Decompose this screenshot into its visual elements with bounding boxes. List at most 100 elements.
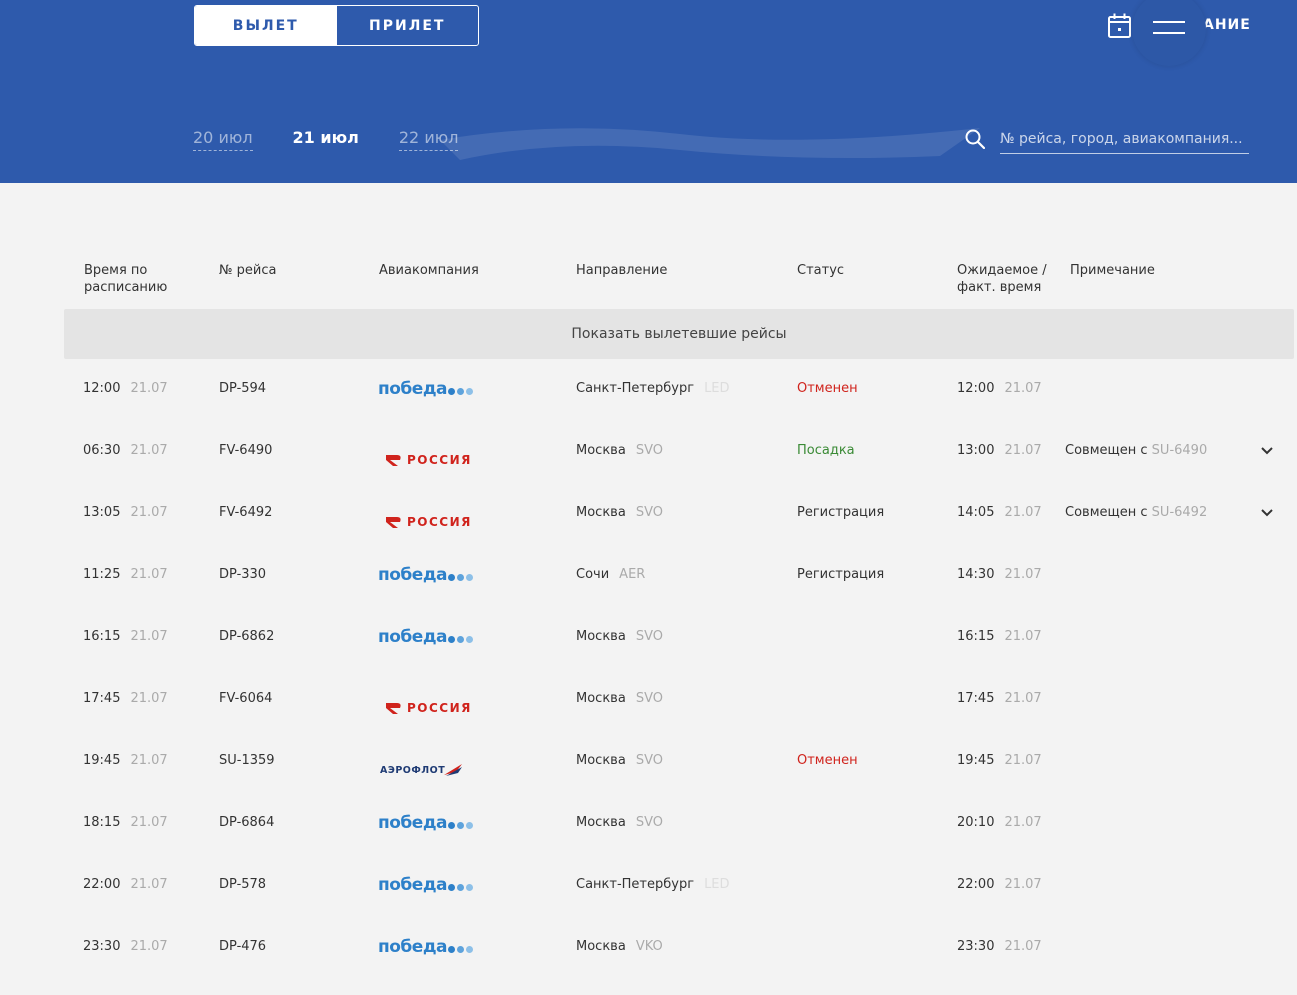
city: Москва xyxy=(576,939,626,954)
column-header-note: Примечание xyxy=(1070,263,1155,278)
city: Москва xyxy=(576,443,626,458)
column-header-status: Статус xyxy=(797,263,845,278)
direction: Москва SVO xyxy=(576,815,663,831)
show-departed-button[interactable]: Показать вылетевшие рейсы xyxy=(64,309,1294,359)
pobeda-dots-icon xyxy=(448,821,474,829)
airline-name: РОССИЯ xyxy=(407,453,472,467)
expected-time: 12:00 21.07 xyxy=(957,381,1042,396)
direction: Сочи AER xyxy=(576,567,645,583)
direction: Москва VKO xyxy=(576,939,663,955)
airline-logo-pobeda: победа xyxy=(378,565,498,599)
airport-code: SVO xyxy=(635,443,663,458)
scheduled-time: 23:30 21.07 xyxy=(83,939,168,954)
airline-name: победа xyxy=(378,875,448,895)
table-row[interactable]: 22:00 21.07 DP-578 победа Санкт-Петербург… xyxy=(0,855,1297,917)
airline-logo-aeroflot: АЭРОФЛОТ xyxy=(380,753,500,787)
airline-name: РОССИЯ xyxy=(407,701,472,715)
airline-logo-rossiya: РОССИЯ xyxy=(385,443,505,477)
airport-code: SVO xyxy=(635,629,663,644)
flight-number: FV-6064 xyxy=(219,691,273,706)
status: Регистрация xyxy=(797,505,885,520)
direction: Москва SVO xyxy=(576,505,663,521)
column-header-time: Время по расписанию xyxy=(84,263,168,295)
pobeda-dots-icon xyxy=(448,387,474,395)
table-row[interactable]: 12:00 21.07 DP-594 победа Санкт-Петербург… xyxy=(0,359,1297,421)
rossiya-mark-icon xyxy=(386,703,401,714)
column-header-flight: № рейса xyxy=(219,263,277,278)
expected-time: 16:15 21.07 xyxy=(957,629,1042,644)
city: Москва xyxy=(576,753,626,768)
expected-time: 23:30 21.07 xyxy=(957,939,1042,954)
tab-departure[interactable]: ВЫЛЕТ xyxy=(195,6,337,45)
scheduled-time: 17:45 21.07 xyxy=(83,691,168,706)
airline-logo-pobeda: победа xyxy=(378,875,498,909)
city: Москва xyxy=(576,629,626,644)
direction: Санкт-Петербург LED xyxy=(576,877,730,893)
scheduled-time: 13:05 21.07 xyxy=(83,505,168,520)
rossiya-mark-icon xyxy=(386,455,401,466)
table-row[interactable]: 11:25 21.07 DP-330 победа Сочи AER Регистр… xyxy=(0,545,1297,607)
pobeda-dots-icon xyxy=(448,635,474,643)
search-icon[interactable] xyxy=(965,129,985,149)
scheduled-time: 18:15 21.07 xyxy=(83,815,168,830)
table-row[interactable]: 13:05 21.07 FV-6492 РОССИЯ Москва SVO Реги… xyxy=(0,483,1297,545)
direction: Москва SVO xyxy=(576,691,663,707)
airline-name: победа xyxy=(378,813,448,833)
date-current[interactable]: 21 июл xyxy=(292,128,359,147)
scheduled-time: 22:00 21.07 xyxy=(83,877,168,892)
expected-time: 20:10 21.07 xyxy=(957,815,1042,830)
scheduled-time: 06:30 21.07 xyxy=(83,443,168,458)
status: Отменен xyxy=(797,381,858,396)
city: Москва xyxy=(576,691,626,706)
table-row[interactable]: 06:30 21.07 FV-6490 РОССИЯ Москва SVO Поса… xyxy=(0,421,1297,483)
airline-name: победа xyxy=(378,379,448,399)
watermark-logo xyxy=(440,128,980,160)
column-header-expected: Ожидаемое / факт. время xyxy=(957,263,1047,295)
pobeda-dots-icon xyxy=(448,945,474,953)
calendar-icon[interactable] xyxy=(1108,13,1131,38)
schedule-link[interactable]: АНИЕ xyxy=(1203,17,1251,33)
codeshare-code: SU-6492 xyxy=(1151,505,1208,520)
direction: Санкт-Петербург LED xyxy=(576,381,730,397)
airline-logo-pobeda: победа xyxy=(378,627,498,661)
date-prev[interactable]: 20 июл xyxy=(193,128,253,151)
airline-logo-pobeda: победа xyxy=(378,379,498,413)
scheduled-time: 12:00 21.07 xyxy=(83,381,168,396)
city: Москва xyxy=(576,815,626,830)
chevron-down-icon[interactable] xyxy=(1260,507,1274,519)
table-row[interactable]: 17:45 21.07 FV-6064 РОССИЯ Москва SVO 17:4… xyxy=(0,669,1297,731)
rossiya-mark-icon xyxy=(386,517,401,528)
airline-logo-rossiya: РОССИЯ xyxy=(385,691,505,725)
date-next[interactable]: 22 июл xyxy=(398,128,459,151)
airport-code: LED xyxy=(704,381,730,396)
airline-logo-pobeda: победа xyxy=(378,937,498,971)
search-input[interactable] xyxy=(1000,128,1249,154)
chevron-down-icon[interactable] xyxy=(1260,445,1274,457)
tab-arrival[interactable]: ПРИЛЕТ xyxy=(369,17,446,34)
status: Отменен xyxy=(797,753,858,768)
expected-time: 14:30 21.07 xyxy=(957,567,1042,582)
pobeda-dots-icon xyxy=(448,883,474,891)
menu-icon[interactable] xyxy=(1153,21,1185,35)
note: Совмещен с SU-6492 xyxy=(1065,505,1208,520)
expected-time: 19:45 21.07 xyxy=(957,753,1042,768)
scheduled-time: 11:25 21.07 xyxy=(83,567,168,582)
airline-name: РОССИЯ xyxy=(407,515,472,529)
airline-name: АЭРОФЛОТ xyxy=(380,764,446,776)
scheduled-time: 16:15 21.07 xyxy=(83,629,168,644)
table-row[interactable]: 16:15 21.07 DP-6862 победа Москва SVO 16:1… xyxy=(0,607,1297,669)
scheduled-time: 19:45 21.07 xyxy=(83,753,168,768)
expected-time: 22:00 21.07 xyxy=(957,877,1042,892)
flight-number: DP-330 xyxy=(219,567,267,582)
flight-number: DP-578 xyxy=(219,877,267,892)
expected-time: 13:00 21.07 xyxy=(957,443,1042,458)
airline-logo-rossiya: РОССИЯ xyxy=(385,505,505,539)
airport-code: SVO xyxy=(635,815,663,830)
table-row[interactable]: 23:30 21.07 DP-476 победа Москва VKO 23:30… xyxy=(0,917,1297,979)
flight-number: FV-6492 xyxy=(219,505,273,520)
expected-time: 17:45 21.07 xyxy=(957,691,1042,706)
table-row[interactable]: 19:45 21.07 SU-1359 АЭРОФЛОТ Москва SVO От… xyxy=(0,731,1297,793)
date-selector: 20 июл 21 июл 22 июл xyxy=(193,128,498,151)
airport-code: AER xyxy=(619,567,646,582)
table-row[interactable]: 18:15 21.07 DP-6864 победа Москва SVO 20:1… xyxy=(0,793,1297,855)
